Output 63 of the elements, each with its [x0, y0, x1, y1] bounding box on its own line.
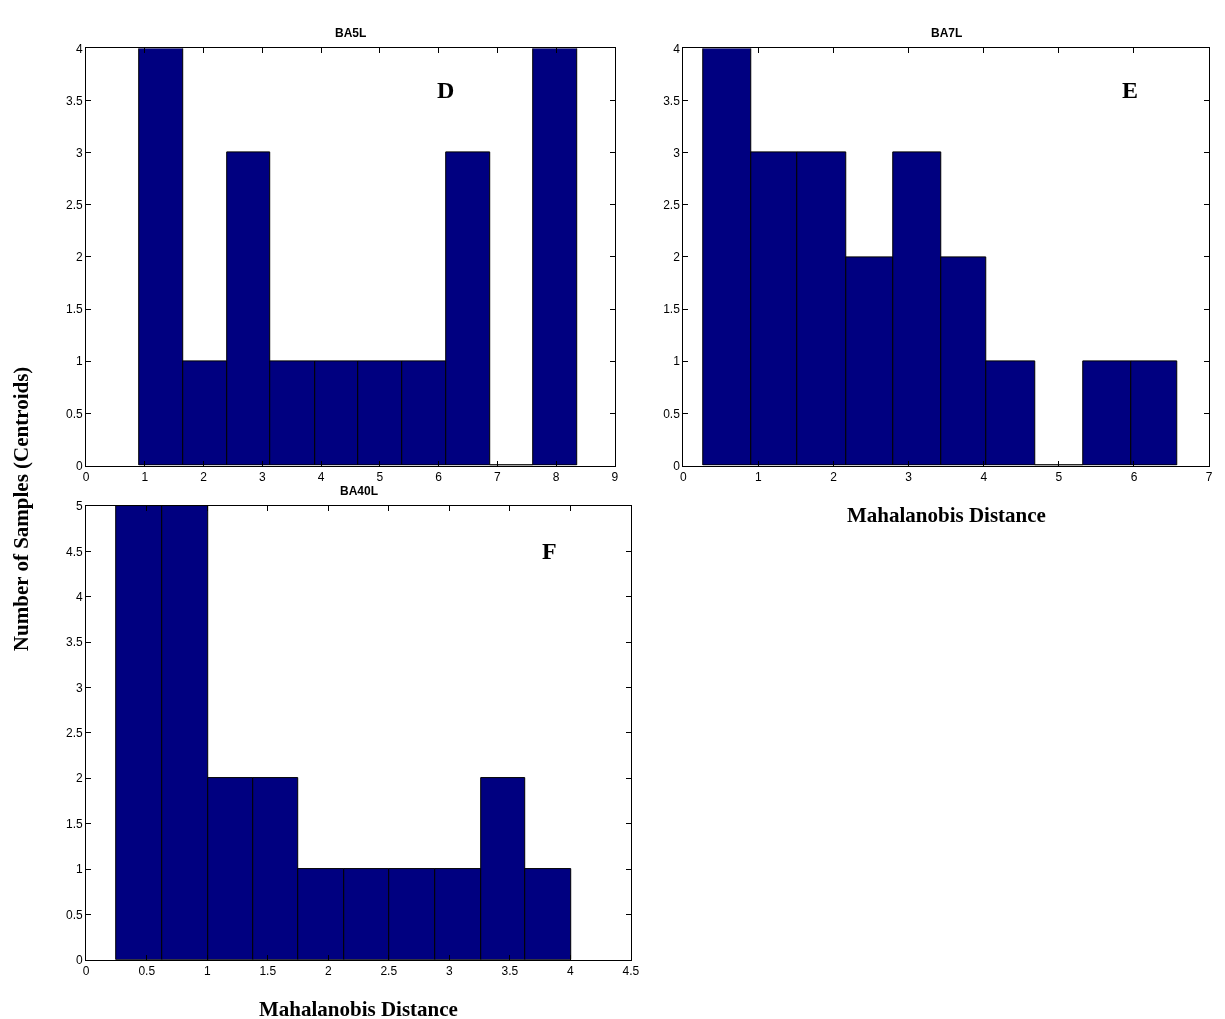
x-tick-label: 3 [445, 964, 453, 979]
x-tick-label: 6 [435, 469, 443, 484]
x-tick-label: 6 [1130, 469, 1138, 484]
y-tick-label: 4.5 [66, 544, 84, 559]
x-tick-label: 2.5 [380, 964, 398, 979]
y-tick-label: 4 [76, 41, 84, 56]
chart-title: BA40L [340, 484, 379, 498]
y-tick-label: 1.5 [66, 816, 84, 831]
y-tick-label: 1 [76, 862, 84, 877]
x-tick-label: 4 [980, 469, 988, 484]
y-tick-label: 2 [673, 250, 681, 265]
y-tick-label: 2 [76, 771, 84, 786]
y-tick-label: 4 [673, 41, 681, 56]
y-tick-label: 0 [673, 458, 681, 473]
annotation: E [1122, 77, 1139, 103]
x-tick-label: 1.5 [259, 964, 277, 979]
x-axis-title: Mahalanobis Distance [259, 997, 458, 1019]
annotation: F [542, 538, 557, 564]
y-tick-label: 3.5 [66, 635, 84, 650]
y-axis-title: Number of Samples (Centroids) [9, 366, 34, 652]
x-tick-label: 2 [324, 964, 332, 979]
y-tick-label: 2 [76, 250, 84, 265]
y-tick-label: 1 [673, 354, 681, 369]
x-tick-label: 9 [611, 469, 619, 484]
x-tick-label: 2 [830, 469, 838, 484]
x-tick-label: 4 [566, 964, 574, 979]
y-tick-label: 3 [76, 145, 84, 160]
y-tick-label: 0.5 [663, 406, 681, 421]
x-tick-label: 5 [376, 469, 384, 484]
x-tick-label: 8 [552, 469, 560, 484]
y-tick-label: 2.5 [66, 198, 84, 213]
x-tick-label: 3 [905, 469, 913, 484]
x-tick-label: 0.5 [138, 964, 156, 979]
x-axis-title: Mahalanobis Distance [847, 503, 1046, 527]
x-tick-label: 7 [494, 469, 502, 484]
y-tick-label: 0 [76, 458, 84, 473]
x-tick-label: 7 [1205, 469, 1213, 484]
x-tick-label: 4 [317, 469, 325, 484]
x-tick-label: 1 [203, 964, 211, 979]
y-tick-label: 1.5 [66, 302, 84, 317]
y-tick-label: 1.5 [663, 302, 681, 317]
y-tick-label: 0.5 [66, 907, 84, 922]
y-tick-label: 5 [76, 499, 84, 514]
y-tick-label: 4 [76, 590, 84, 605]
chart-title: BA5L [335, 26, 367, 40]
y-tick-label: 2.5 [66, 726, 84, 741]
y-tick-label: 2.5 [663, 198, 681, 213]
y-tick-label: 0 [76, 952, 84, 967]
x-tick-label: 3 [259, 469, 267, 484]
x-tick-label: 4.5 [622, 964, 640, 979]
y-tick-label: 3.5 [66, 93, 84, 108]
y-tick-label: 3.5 [663, 93, 681, 108]
x-tick-label: 1 [755, 469, 763, 484]
chart-title: BA7L [931, 26, 963, 40]
x-tick-label: 1 [141, 469, 149, 484]
y-tick-label: 3 [76, 680, 84, 695]
annotation: D [437, 77, 455, 103]
y-tick-label: 3 [673, 145, 681, 160]
x-tick-label: 5 [1055, 469, 1063, 484]
x-tick-label: 2 [200, 469, 208, 484]
y-tick-label: 0.5 [66, 406, 84, 421]
y-tick-label: 1 [76, 354, 84, 369]
x-tick-label: 3.5 [501, 964, 519, 979]
